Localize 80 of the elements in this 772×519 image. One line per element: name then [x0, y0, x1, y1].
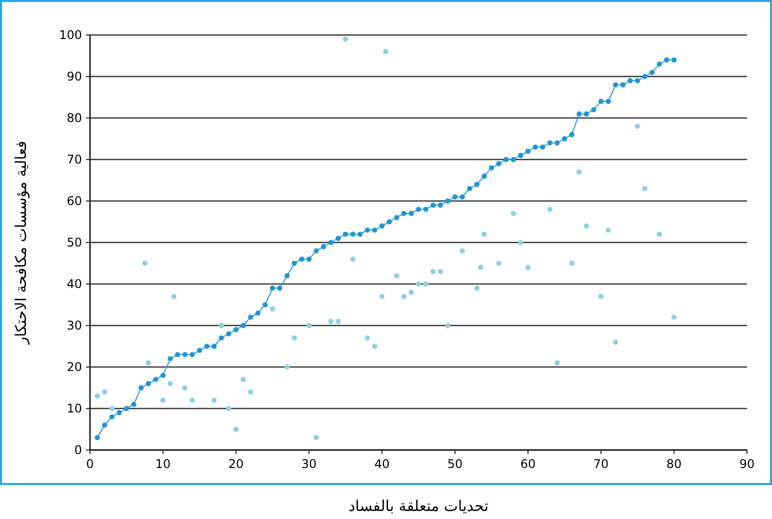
point: [510, 210, 516, 216]
point: [423, 281, 428, 287]
point: [445, 322, 450, 328]
y-tick-label: 80: [66, 111, 82, 125]
y-tick-label: 30: [66, 318, 82, 332]
point: [496, 260, 502, 266]
point: [94, 393, 100, 399]
x-tick-label: 60: [520, 457, 536, 471]
point: [584, 223, 589, 228]
point: [401, 294, 406, 300]
point: [408, 290, 414, 295]
point: [160, 398, 166, 403]
point: [478, 264, 484, 270]
point: [218, 322, 224, 328]
point: [171, 294, 177, 300]
y-tick-label: 60: [66, 194, 82, 208]
x-tick-label: 30: [301, 457, 317, 471]
y-tick-label: 100: [59, 28, 82, 42]
point: [168, 381, 173, 386]
point: [474, 286, 480, 291]
point: [430, 268, 436, 274]
y-tick-label: 50: [66, 236, 82, 250]
point: [613, 340, 618, 345]
point: [270, 306, 276, 312]
point: [240, 376, 246, 382]
y-tick-label: 0: [74, 443, 82, 457]
point: [328, 318, 334, 324]
point: [383, 49, 388, 54]
point: [372, 344, 378, 349]
point: [190, 398, 195, 403]
point: [394, 273, 400, 278]
point: [233, 426, 239, 432]
point: [554, 360, 560, 366]
x-tick-label: 40: [374, 457, 390, 471]
point: [248, 389, 254, 394]
y-tick-label: 10: [66, 402, 82, 416]
x-tick-label: 70: [593, 457, 609, 471]
point: [606, 227, 611, 233]
point: [284, 364, 290, 370]
y-tick-label: 90: [66, 70, 82, 84]
point: [306, 322, 312, 328]
x-tick-label: 90: [739, 457, 755, 471]
y-tick-label: 40: [66, 277, 82, 291]
point: [656, 232, 662, 237]
point: [671, 314, 677, 320]
point: [364, 335, 370, 341]
point: [314, 434, 319, 440]
point: [379, 294, 385, 300]
y-tick-label: 70: [66, 152, 82, 166]
point: [182, 385, 188, 390]
point: [547, 206, 552, 212]
point: [146, 360, 151, 366]
point: [460, 248, 465, 254]
point: [634, 124, 640, 129]
point: [518, 240, 524, 246]
y-axis-title: فعالية مؤسسات مكافحة الاحتكار: [12, 140, 30, 346]
x-axis-title: تحديات متعلقة بالفساد: [348, 497, 489, 515]
point: [336, 318, 341, 324]
point: [569, 260, 574, 266]
x-tick-label: 50: [447, 457, 463, 471]
point: [482, 232, 487, 237]
point: [350, 256, 356, 262]
point: [342, 36, 348, 42]
point: [212, 398, 217, 403]
point: [142, 260, 148, 266]
x-tick-label: 10: [155, 457, 171, 471]
point: [226, 406, 232, 412]
x-tick-label: 20: [228, 457, 244, 471]
x-tick-label: 80: [666, 457, 682, 471]
point: [598, 294, 604, 300]
point: [292, 335, 297, 341]
point: [576, 169, 582, 175]
point: [642, 186, 648, 192]
point: [525, 264, 531, 270]
point: [416, 281, 422, 287]
y-tick-label: 20: [66, 360, 82, 374]
point: [102, 389, 108, 394]
point: [109, 406, 114, 412]
point: [438, 268, 443, 274]
x-tick-label: 0: [86, 457, 94, 471]
